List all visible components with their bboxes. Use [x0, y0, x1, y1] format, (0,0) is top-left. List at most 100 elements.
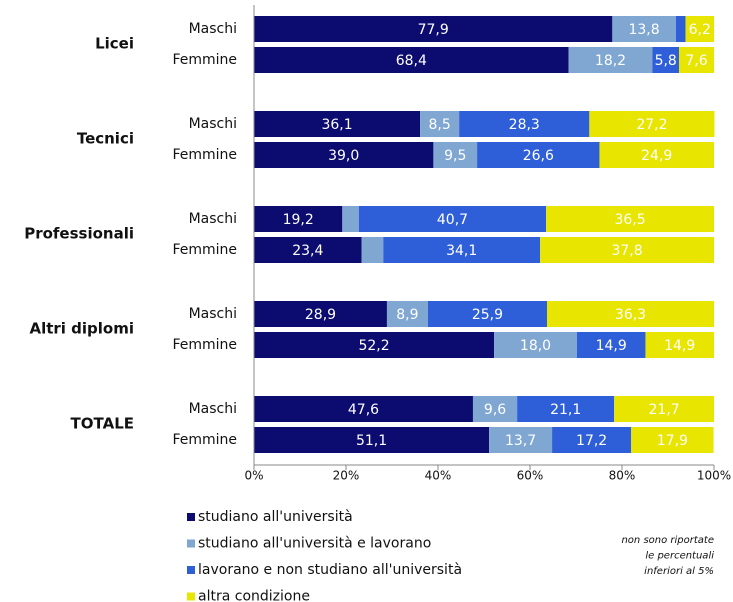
bar-segment [472, 396, 518, 422]
value-label: 28,9 [305, 307, 336, 323]
value-label: 77,9 [418, 22, 449, 38]
x-tick-label: 100% [697, 469, 731, 483]
group-label: Tecnici [77, 130, 134, 148]
value-label: 13,7 [505, 433, 536, 449]
annotation: non sono riportate [621, 535, 714, 546]
legend-label: lavorano e non studiano all'università [198, 562, 462, 578]
category-label: Femmine [172, 52, 237, 68]
bar-segment [540, 237, 714, 263]
x-tick-label: 20% [333, 469, 360, 483]
bar-segment [386, 301, 428, 327]
bar-segment [576, 332, 646, 358]
bar-segment [254, 396, 473, 422]
category-label: Maschi [189, 306, 237, 322]
value-label: 28,3 [509, 117, 540, 133]
value-label: 47,6 [348, 402, 379, 418]
bar-segment [547, 301, 714, 327]
bar-segment [685, 16, 714, 42]
category-label: Femmine [172, 337, 237, 353]
bar-segment [675, 16, 686, 42]
bar-segment [459, 111, 590, 137]
value-label: 21,7 [649, 402, 680, 418]
value-label: 36,1 [321, 117, 352, 133]
category-label: Femmine [172, 242, 237, 258]
x-tick-label: 0% [244, 469, 263, 483]
value-label: 37,8 [611, 243, 642, 259]
bar-segment [494, 332, 577, 358]
value-label: 51,1 [356, 433, 387, 449]
category-label: Femmine [172, 432, 237, 448]
category-label: Maschi [189, 21, 237, 37]
value-label: 25,9 [472, 307, 503, 323]
legend-swatch [187, 513, 195, 521]
bar-segment [342, 206, 359, 232]
value-label: 18,0 [520, 338, 551, 354]
value-label: 18,2 [595, 53, 626, 69]
value-label: 19,2 [283, 212, 314, 228]
value-label: 13,8 [628, 22, 659, 38]
bar-segment [254, 427, 490, 453]
bar-segment [568, 47, 653, 73]
category-label: Femmine [172, 147, 237, 163]
value-label: 6,2 [689, 22, 711, 38]
annotation: inferiori al 5% [644, 566, 714, 577]
bar-segment [599, 142, 714, 168]
value-label: 34,1 [446, 243, 477, 259]
bar-segment [254, 301, 387, 327]
category-label: Maschi [189, 401, 237, 417]
annotation: le percentuali [645, 551, 714, 562]
value-label: 9,6 [484, 402, 506, 418]
value-label: 8,5 [428, 117, 450, 133]
legend-swatch [187, 566, 195, 574]
x-tick-label: 80% [609, 469, 636, 483]
bar-segment [254, 16, 613, 42]
value-label: 52,2 [358, 338, 389, 354]
bar-segment [489, 427, 553, 453]
bar-segment [254, 111, 421, 137]
legend-label: altra condizione [198, 589, 310, 602]
bar-segment [383, 237, 541, 263]
value-label: 40,7 [437, 212, 468, 228]
bar-segment [477, 142, 600, 168]
bar-segment [254, 47, 569, 73]
legend-swatch [187, 539, 195, 548]
bar-segment [433, 142, 478, 168]
value-label: 23,4 [292, 243, 323, 259]
bar-segment [546, 206, 714, 232]
value-label: 5,8 [655, 53, 677, 69]
value-label: 24,9 [641, 148, 672, 164]
bar-segment [254, 206, 343, 232]
bar-segment [612, 16, 676, 42]
category-label: Maschi [189, 116, 237, 132]
value-label: 9,5 [444, 148, 466, 164]
value-label: 68,4 [396, 53, 427, 69]
bar-segment [645, 332, 714, 358]
bar-segment [358, 206, 547, 232]
value-label: 21,1 [550, 402, 581, 418]
value-label: 14,9 [664, 338, 695, 354]
bar-segment [589, 111, 715, 137]
bar-segment [679, 47, 714, 73]
category-label: Maschi [189, 211, 237, 227]
legend-label: studiano all'università [198, 509, 353, 525]
bar-segment [254, 142, 434, 168]
value-label: 17,9 [657, 433, 688, 449]
bar-segment [614, 396, 714, 422]
bar-segment [361, 237, 384, 263]
value-label: 27,2 [636, 117, 667, 133]
x-tick-label: 40% [425, 469, 452, 483]
group-label: Altri diplomi [29, 320, 134, 338]
bar-segment [631, 427, 714, 453]
bar-segment [254, 237, 362, 263]
group-label: Licei [95, 35, 134, 53]
value-label: 39,0 [328, 148, 359, 164]
bar-segment [420, 111, 460, 137]
bar-segment [254, 332, 495, 358]
value-label: 36,5 [614, 212, 645, 228]
value-label: 14,9 [596, 338, 627, 354]
value-label: 8,9 [396, 307, 418, 323]
legend-label: studiano all'università e lavorano [198, 536, 431, 552]
legend-swatch [187, 592, 195, 601]
value-label: 17,2 [576, 433, 607, 449]
